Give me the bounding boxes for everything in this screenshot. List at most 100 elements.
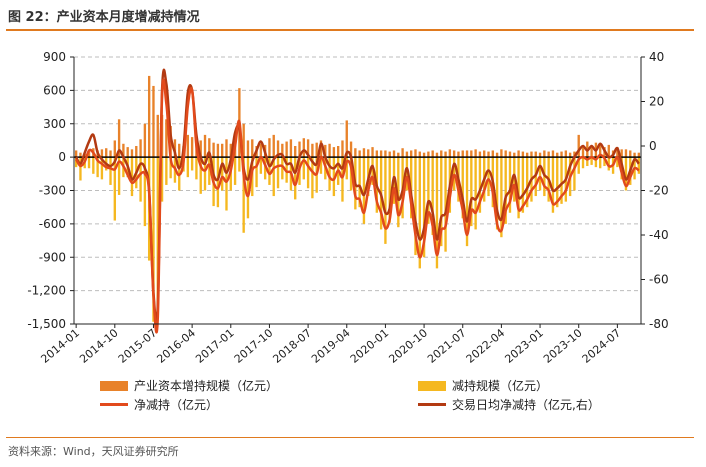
reduce-bar [607, 157, 610, 171]
reduce-bar [255, 157, 258, 188]
reduce-bar [160, 157, 164, 202]
reduce-bar [130, 157, 134, 197]
x-tick-label: 2016-04 [154, 326, 198, 366]
reduce-bar [190, 157, 194, 171]
increase-bar [577, 134, 580, 158]
reduce-bar [169, 157, 172, 179]
increase-bar [100, 149, 104, 158]
increase-bar [354, 148, 357, 158]
chart-canvas: 900 600 300 0 -300 -600 -900 -1,200 -1,500 40 20 0… [27, 50, 669, 366]
daily-net-reduce-line [75, 68, 640, 324]
increase-bar [633, 152, 636, 158]
reduce-bar [117, 157, 121, 195]
legend-increase-swatch [100, 380, 128, 391]
increase-bar [315, 142, 318, 158]
reduce-bar [388, 157, 391, 223]
reduce-bar [603, 157, 606, 167]
increase-bar [495, 152, 499, 158]
increase-bar [551, 150, 555, 158]
reduce-bar [238, 157, 241, 172]
reduce-bar [362, 157, 366, 224]
reduce-bar [225, 157, 228, 211]
reduce-bar [427, 157, 430, 224]
increase-bar [345, 120, 348, 158]
increase-bar [599, 143, 602, 158]
reduce-bar [594, 157, 598, 168]
increase-bar [397, 152, 400, 158]
reduce-bar [435, 157, 439, 269]
reduce-bar [521, 157, 525, 213]
reduce-bar [345, 157, 348, 180]
increase-bar [371, 147, 374, 158]
reduce-bar [259, 157, 263, 174]
increase-bar [336, 146, 340, 158]
increase-bar [483, 150, 486, 158]
increase-bar [474, 149, 477, 158]
reduce-bar [79, 157, 82, 181]
increase-bar [186, 134, 190, 158]
increase-bar [341, 140, 344, 158]
reduce-bar [306, 157, 310, 189]
increase-bar [491, 150, 494, 158]
reduce-bar [397, 157, 400, 228]
increase-bar [513, 152, 516, 158]
reduce-bar [470, 157, 473, 227]
increase-bar [547, 151, 550, 158]
left-tick-label: 0 [58, 150, 66, 164]
increase-bar [122, 143, 125, 158]
increase-bar [461, 150, 464, 158]
reduce-bar [556, 157, 559, 208]
increase-bar [74, 150, 78, 158]
increase-bar [246, 140, 250, 158]
increase-bar [581, 147, 585, 158]
reduce-bar [233, 157, 237, 185]
reduce-bar [538, 157, 542, 191]
reduce-bar [431, 157, 434, 235]
increase-bar [556, 152, 559, 158]
increase-bar [521, 151, 525, 158]
reduce-bar [624, 157, 628, 191]
increase-bar [448, 149, 452, 158]
increase-bar [508, 151, 512, 158]
increase-bar [410, 150, 413, 158]
increase-bar [573, 151, 576, 158]
reduce-bar [186, 157, 190, 178]
reduce-bar [590, 157, 593, 165]
increase-bar [624, 149, 628, 158]
right-tick-label: -40 [649, 228, 669, 242]
reduce-bar [100, 157, 104, 180]
increase-bar [534, 151, 537, 158]
x-tick-label: 2018-07 [270, 326, 314, 366]
reduce-bar [328, 157, 331, 191]
increase-bar [560, 151, 563, 158]
increase-bar [268, 138, 271, 158]
reduce-bar [139, 157, 142, 202]
reduce-bar [294, 157, 297, 200]
x-tick-label: 2019-04 [309, 326, 353, 366]
reduce-bar [508, 157, 512, 213]
increase-bar [525, 152, 529, 158]
reduce-bar [525, 157, 529, 208]
reduce-bar [165, 157, 168, 185]
x-tick-label: 2015-07 [116, 326, 160, 366]
left-tick-label: -1,500 [27, 317, 66, 331]
reduce-bar [281, 157, 284, 180]
reduce-bar [405, 157, 409, 191]
legend-daily: 交易日均净减持（亿元,右） [418, 396, 600, 413]
increase-bar [444, 151, 447, 158]
increase-bar [272, 134, 275, 158]
increase-bar [109, 150, 112, 158]
left-tick-label: 900 [43, 50, 66, 64]
reduce-bar [109, 157, 112, 185]
increase-bar [208, 138, 211, 158]
increase-bar [130, 149, 134, 158]
reduce-bar [96, 157, 99, 178]
right-tick-label: -20 [649, 184, 669, 198]
increase-bar [173, 139, 177, 158]
increase-bar [117, 119, 121, 158]
reduce-bar [474, 157, 477, 230]
reduce-bar [487, 157, 490, 197]
increase-bar [190, 137, 194, 158]
increase-bar [324, 144, 327, 158]
increase-bar [178, 143, 181, 158]
